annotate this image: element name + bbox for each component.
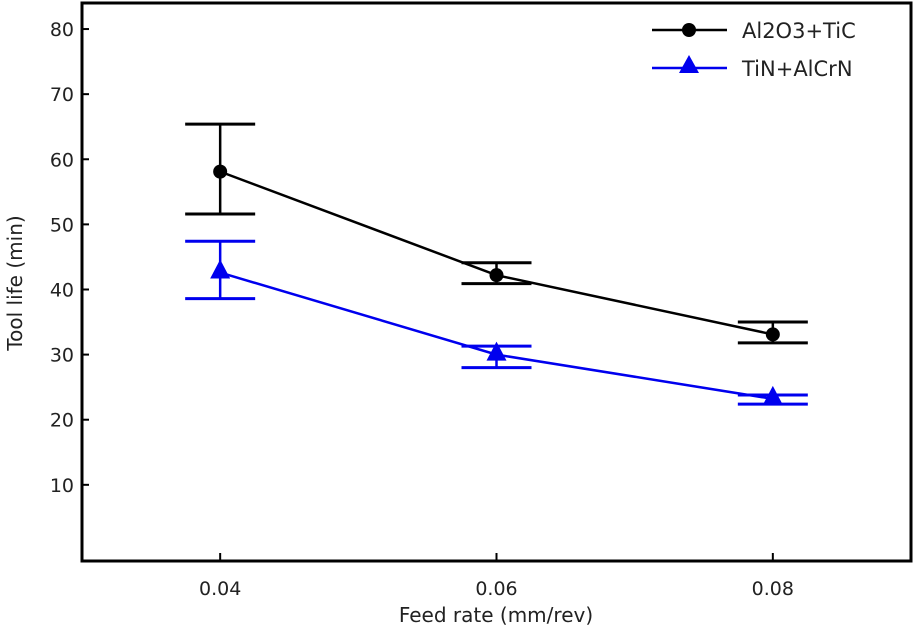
- data-point: [210, 259, 231, 279]
- x-tick-label: 0.04: [199, 578, 241, 600]
- y-axis-label: Tool life (min): [3, 215, 27, 351]
- y-tick-label: 10: [50, 475, 74, 497]
- series-line: [219, 271, 774, 401]
- legend-label-0: Al2O3+TiC: [742, 19, 856, 43]
- y-tick-label: 40: [50, 279, 74, 301]
- data-point: [486, 341, 507, 361]
- series-1: [185, 239, 808, 406]
- legend: Al2O3+TiC TiN+AlCrN: [652, 19, 856, 81]
- y-tick-label: 20: [50, 410, 74, 432]
- data-point: [489, 268, 504, 283]
- legend-marker-1: [679, 55, 699, 73]
- series-0: [185, 122, 808, 345]
- y-tick-label: 50: [50, 214, 74, 236]
- x-axis-label: Feed rate (mm/rev): [399, 603, 593, 627]
- y-tick-label: 60: [50, 149, 74, 171]
- series-line: [219, 170, 774, 336]
- x-tick-label: 0.08: [752, 578, 794, 600]
- data-point: [213, 164, 228, 179]
- legend-label-1: TiN+AlCrN: [741, 57, 853, 81]
- y-tick-label: 80: [50, 19, 74, 41]
- y-tick-label: 70: [50, 84, 74, 106]
- y-tick-label: 30: [50, 345, 74, 367]
- legend-marker-0: [682, 23, 696, 37]
- x-tick-label: 0.06: [475, 578, 517, 600]
- data-point: [762, 385, 783, 405]
- data-point: [765, 327, 780, 342]
